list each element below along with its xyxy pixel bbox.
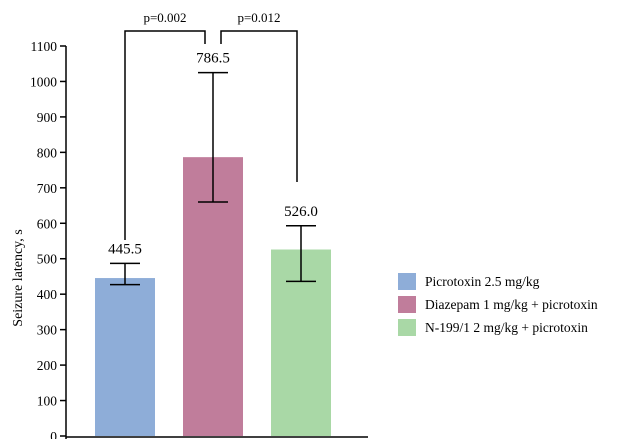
legend-label-1: Picrotoxin 2.5 mg/kg <box>425 274 540 289</box>
y-tick-label-800: 800 <box>37 145 58 160</box>
y-tick-label-0: 0 <box>50 429 57 439</box>
legend-label-2: Diazepam 1 mg/kg + picrotoxin <box>425 297 598 312</box>
value-label-3: 526.0 <box>284 204 318 220</box>
legend-label-3: N-199/1 2 mg/kg + picrotoxin <box>425 320 588 335</box>
y-tick-label-900: 900 <box>37 110 58 125</box>
p-value-2: p=0.012 <box>237 10 280 25</box>
legend: Picrotoxin 2.5 mg/kg Diazepam 1 mg/kg + p… <box>398 273 598 336</box>
p-value-1: p=0.002 <box>143 10 186 25</box>
bars <box>95 157 331 436</box>
y-tick-label-600: 600 <box>37 216 58 231</box>
value-label-2: 786.5 <box>196 51 230 67</box>
y-axis: 0 100 200 300 400 500 600 700 800 900 1000 1100 <box>30 39 368 439</box>
value-labels: 445.5 786.5 526.0 <box>108 51 318 258</box>
bracket-1 <box>124 30 206 240</box>
bracket-2 <box>220 30 298 182</box>
y-tick-label-100: 100 <box>37 394 58 409</box>
y-tick-label-1000: 1000 <box>30 74 57 89</box>
y-tick-label-500: 500 <box>37 252 58 267</box>
y-tick-label-700: 700 <box>37 181 58 196</box>
y-tick-label-200: 200 <box>37 358 58 373</box>
y-tick-label-1100: 1100 <box>31 39 58 54</box>
y-tick-label-300: 300 <box>37 323 58 338</box>
significance-brackets: p=0.002 p=0.012 <box>124 10 298 240</box>
error-bars <box>110 71 316 286</box>
value-label-1: 445.5 <box>108 241 142 257</box>
y-tick-label-400: 400 <box>37 287 58 302</box>
legend-swatch-1 <box>398 273 416 290</box>
bar-2 <box>183 157 243 436</box>
bar-1 <box>95 278 155 436</box>
legend-swatch-3 <box>398 319 416 336</box>
legend-swatch-2 <box>398 296 416 313</box>
y-axis-title: Seizure latency, s <box>11 229 26 326</box>
